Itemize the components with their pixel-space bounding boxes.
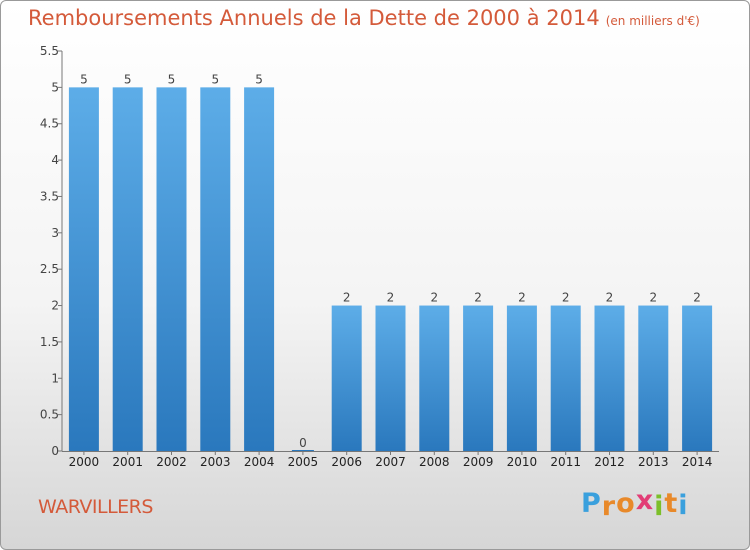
data-label: 0 <box>299 436 307 450</box>
y-tick-label: 5 <box>51 80 59 94</box>
bar <box>244 87 275 451</box>
x-tick-label: 2010 <box>507 455 538 469</box>
bar <box>594 305 625 451</box>
bar <box>156 87 187 451</box>
data-label: 2 <box>387 291 395 305</box>
x-tick-label: 2002 <box>156 455 187 469</box>
data-label: 5 <box>124 72 132 86</box>
proxiti-logo[interactable]: Proxiti <box>581 485 689 522</box>
x-tick-label: 2011 <box>550 455 581 469</box>
title-text: Remboursements Annuels de la Dette de 20… <box>28 6 600 30</box>
x-tick-label: 2014 <box>682 455 713 469</box>
chart-subtitle: (en milliers d'€) <box>605 14 700 28</box>
data-label: 5 <box>255 72 263 86</box>
x-tick-label: 2012 <box>594 455 625 469</box>
bar <box>638 305 669 451</box>
x-tick-label: 2006 <box>331 455 362 469</box>
data-label: 5 <box>80 72 88 86</box>
logo-letter: x <box>635 485 655 516</box>
logo-letter: r <box>601 491 617 522</box>
data-label: 2 <box>430 291 438 305</box>
bar <box>200 87 231 451</box>
data-label: 2 <box>518 291 526 305</box>
data-label: 5 <box>211 72 219 86</box>
bar <box>419 305 450 451</box>
y-tick-label: 4 <box>51 153 59 167</box>
y-tick-label: 2 <box>51 299 59 313</box>
x-tick-label: 2001 <box>112 455 143 469</box>
data-label: 2 <box>649 291 657 305</box>
bar <box>375 305 406 451</box>
data-label: 2 <box>693 291 701 305</box>
y-tick-label: 0 <box>51 444 59 458</box>
logo-letter: o <box>616 488 636 519</box>
x-tick-label: 2009 <box>463 455 494 469</box>
y-tick-label: 3 <box>51 226 59 240</box>
x-tick-label: 2008 <box>419 455 450 469</box>
data-label: 2 <box>606 291 614 305</box>
x-tick-label: 2003 <box>200 455 231 469</box>
data-label: 2 <box>562 291 570 305</box>
bar <box>550 305 581 451</box>
data-label: 5 <box>168 72 176 86</box>
y-tick-label: 1 <box>51 371 59 385</box>
y-tick-label: 5.5 <box>40 44 59 58</box>
y-tick-label: 1.5 <box>40 335 59 349</box>
bar <box>112 87 143 451</box>
x-tick-label: 2000 <box>69 455 100 469</box>
bar <box>682 305 713 451</box>
y-tick-label: 0.5 <box>40 408 59 422</box>
logo-letter: i <box>654 491 665 522</box>
logo-letter: P <box>581 488 602 519</box>
y-tick-label: 4.5 <box>40 117 59 131</box>
y-tick-label: 3.5 <box>40 189 59 203</box>
chart-title: Remboursements Annuels de la Dette de 20… <box>28 6 700 30</box>
x-tick-label: 2004 <box>244 455 275 469</box>
x-tick-label: 2013 <box>638 455 669 469</box>
x-tick-label: 2007 <box>375 455 406 469</box>
bar <box>506 305 537 451</box>
y-tick-label: 2.5 <box>40 262 59 276</box>
logo-letter: i <box>678 490 689 521</box>
commune-name: WARVILLERS <box>38 496 153 518</box>
logo-letter: t <box>664 488 679 519</box>
data-label: 2 <box>474 291 482 305</box>
data-label: 2 <box>343 291 351 305</box>
bar <box>68 87 99 451</box>
bar <box>463 305 494 451</box>
bar <box>331 305 362 451</box>
x-tick-label: 2005 <box>288 455 319 469</box>
